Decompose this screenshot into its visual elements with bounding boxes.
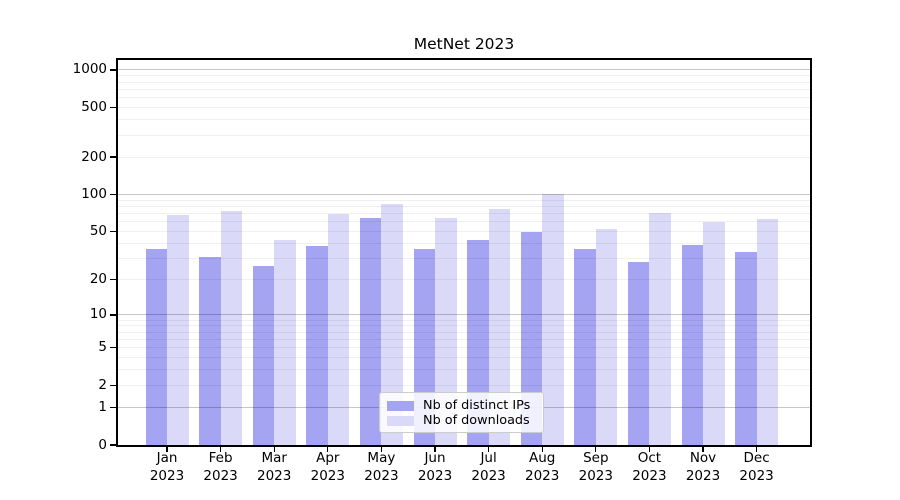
- legend: Nb of distinct IPs Nb of downloads: [379, 392, 544, 433]
- bar-nb-of-downloads-jan-2023: [167, 215, 189, 445]
- legend-label-downloads: Nb of downloads: [423, 413, 530, 428]
- bar-nb-of-distinct-ips-may-2023: [359, 217, 382, 445]
- y-tick-label-20: 20: [89, 271, 107, 288]
- x-tick-jun-2023: [434, 447, 436, 452]
- x-tick-mar-2023: [273, 447, 275, 452]
- bar-nb-of-downloads-mar-2023: [274, 239, 296, 445]
- y-tick-label-200: 200: [81, 148, 107, 165]
- bar-nb-of-downloads-aug-2023: [542, 194, 564, 445]
- x-tick-nov-2023: [702, 447, 704, 452]
- x-tick-label-nov-2023: Nov 2023: [685, 450, 721, 484]
- x-tick-label-oct-2023: Oct 2023: [632, 450, 667, 484]
- x-tick-label-jul-2023: Jul 2023: [471, 450, 506, 484]
- x-tick-label-jan-2023: Jan 2023: [149, 450, 185, 484]
- bar-nb-of-distinct-ips-feb-2023: [199, 256, 221, 445]
- y-tick-label-50: 50: [89, 223, 107, 240]
- x-tick-jul-2023: [487, 447, 490, 452]
- bar-nb-of-distinct-ips-jan-2023: [145, 248, 167, 445]
- legend-swatch-downloads: [387, 415, 414, 426]
- x-tick-label-mar-2023: Mar 2023: [257, 450, 292, 484]
- bar-nb-of-downloads-oct-2023: [649, 212, 671, 445]
- x-tick-label-dec-2023: Dec 2023: [739, 450, 774, 484]
- y-tick-1: [110, 406, 116, 409]
- bar-nb-of-distinct-ips-nov-2023: [681, 244, 703, 445]
- bar-nb-of-downloads-apr-2023: [327, 213, 350, 445]
- bar-nb-of-distinct-ips-oct-2023: [627, 262, 650, 445]
- x-tick-label-feb-2023: Feb 2023: [203, 450, 238, 484]
- y-tick-label-1: 1: [98, 398, 107, 415]
- bar-nb-of-distinct-ips-dec-2023: [735, 252, 757, 445]
- bar-nb-of-downloads-nov-2023: [703, 221, 725, 445]
- bar-nb-of-distinct-ips-aug-2023: [520, 231, 543, 445]
- x-tick-label-aug-2023: Aug 2023: [525, 450, 560, 484]
- bar-nb-of-distinct-ips-apr-2023: [306, 246, 328, 445]
- legend-swatch-distinct-ips: [387, 400, 414, 411]
- bar-nb-of-downloads-jul-2023: [488, 208, 511, 445]
- legend-label-distinct-ips: Nb of distinct IPs: [423, 398, 531, 413]
- y-tick-10: [110, 314, 116, 316]
- y-tick-label-0: 0: [98, 436, 107, 453]
- y-tick-label-500: 500: [81, 99, 107, 116]
- y-tick-500: [110, 106, 116, 109]
- y-tick-label-100: 100: [81, 185, 107, 202]
- y-tick-1000: [110, 69, 116, 71]
- legend-entry-distinct-ips: Nb of distinct IPs: [387, 398, 537, 413]
- y-tick-label-1000: 1000: [72, 61, 107, 78]
- y-tick-200: [110, 156, 116, 158]
- bar-nb-of-downloads-may-2023: [381, 204, 403, 445]
- bar-nb-of-downloads-sep-2023: [595, 229, 618, 445]
- y-tick-label-5: 5: [98, 339, 107, 356]
- bar-nb-of-downloads-jun-2023: [435, 218, 457, 445]
- x-tick-aug-2023: [541, 447, 543, 452]
- x-tick-feb-2023: [219, 447, 222, 452]
- y-tick-5: [110, 347, 116, 349]
- legend-entry-downloads: Nb of downloads: [387, 413, 537, 428]
- y-tick-50: [110, 230, 116, 233]
- x-tick-oct-2023: [648, 447, 651, 452]
- x-tick-label-sep-2023: Sep 2023: [578, 450, 613, 484]
- x-tick-sep-2023: [595, 447, 597, 452]
- y-tick-20: [110, 279, 116, 281]
- chart-title: MetNet 2023: [413, 35, 515, 53]
- y-tick-0: [110, 444, 116, 446]
- y-tick-label-2: 2: [98, 376, 107, 393]
- y-tick-100: [110, 193, 116, 196]
- x-tick-dec-2023: [755, 447, 758, 452]
- y-tick-2: [110, 384, 116, 387]
- plot-frame: [116, 58, 812, 447]
- bar-nb-of-downloads-feb-2023: [220, 210, 243, 445]
- x-tick-may-2023: [380, 447, 383, 452]
- x-tick-jan-2023: [166, 447, 168, 452]
- y-tick-label-10: 10: [89, 306, 107, 323]
- x-tick-apr-2023: [327, 447, 329, 452]
- bar-nb-of-distinct-ips-sep-2023: [574, 248, 596, 445]
- x-tick-label-may-2023: May 2023: [364, 450, 399, 484]
- x-tick-label-jun-2023: Jun 2023: [417, 450, 453, 484]
- bar-nb-of-downloads-dec-2023: [756, 219, 779, 445]
- bar-nb-of-distinct-ips-mar-2023: [252, 266, 275, 445]
- x-tick-label-apr-2023: Apr 2023: [310, 450, 345, 484]
